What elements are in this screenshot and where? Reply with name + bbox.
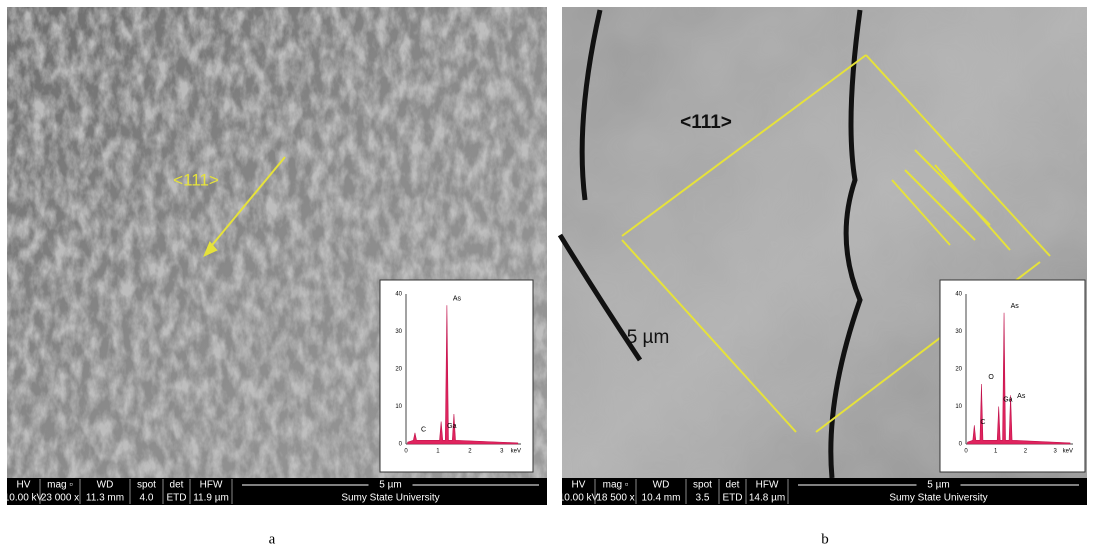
info-value: 10.00 kV	[559, 493, 599, 504]
eds-peak-label: C	[980, 419, 985, 426]
eds-y-tick-label: 10	[395, 404, 402, 410]
scale-text: 5 µm	[927, 480, 949, 491]
info-value: 11.3 mm	[86, 493, 124, 504]
info-header: HV	[572, 480, 586, 491]
caption: b	[821, 531, 829, 547]
info-value: 3.5	[696, 493, 710, 504]
eds-peak-label: As	[453, 295, 462, 302]
eds-y-tick-label: 40	[955, 292, 962, 298]
info-value: 18 500 x	[596, 493, 634, 504]
info-value: 10.4 mm	[642, 493, 681, 504]
eds-x-unit: keV	[1063, 449, 1073, 455]
eds-y-tick-label: 10	[955, 404, 962, 410]
institution: Sumy State University	[341, 493, 439, 504]
info-value: ETD	[167, 493, 187, 504]
institution: Sumy State University	[889, 493, 987, 504]
eds-peak-label: Ga	[1003, 397, 1012, 404]
info-value: 4.0	[140, 493, 154, 504]
eds-peak-label: As	[1011, 303, 1020, 310]
info-value: 23 000 x	[41, 493, 79, 504]
figure: <111> <111> 5 µm a b 4030201000123keVCGa…	[0, 0, 1093, 549]
info-value: ETD	[723, 493, 743, 504]
info-value: 10.00 kV	[4, 493, 44, 504]
eds-peak-label: O	[988, 374, 994, 381]
direction-label: <111>	[680, 112, 732, 133]
eds-y-tick-label: 30	[955, 329, 962, 335]
info-value: 14.8 µm	[749, 493, 785, 504]
info-header: mag ▫	[47, 480, 73, 491]
eds-y-tick-label: 20	[395, 367, 402, 373]
eds-peak-label: Ga	[447, 423, 456, 430]
info-header: mag ▫	[603, 480, 629, 491]
eds-y-tick-label: 30	[395, 329, 402, 335]
eds-peak-label: As	[1017, 393, 1026, 400]
eds-y-tick-label: 40	[395, 292, 402, 298]
info-header: spot	[137, 480, 156, 491]
info-header: WD	[653, 480, 670, 491]
info-header: HV	[17, 480, 31, 491]
scale-label: 5 µm	[627, 327, 670, 348]
eds-peak-label: C	[421, 427, 426, 434]
info-header: HFW	[756, 480, 779, 491]
info-header: WD	[97, 480, 114, 491]
info-header: HFW	[200, 480, 223, 491]
info-header: det	[726, 480, 740, 491]
caption: a	[269, 531, 276, 547]
direction-label: <111>	[173, 170, 219, 189]
info-header: det	[170, 480, 184, 491]
eds-x-unit: keV	[511, 449, 521, 455]
info-header: spot	[693, 480, 712, 491]
eds-y-tick-label: 20	[955, 367, 962, 373]
info-value: 11.9 µm	[193, 493, 229, 504]
scale-text: 5 µm	[379, 480, 401, 491]
